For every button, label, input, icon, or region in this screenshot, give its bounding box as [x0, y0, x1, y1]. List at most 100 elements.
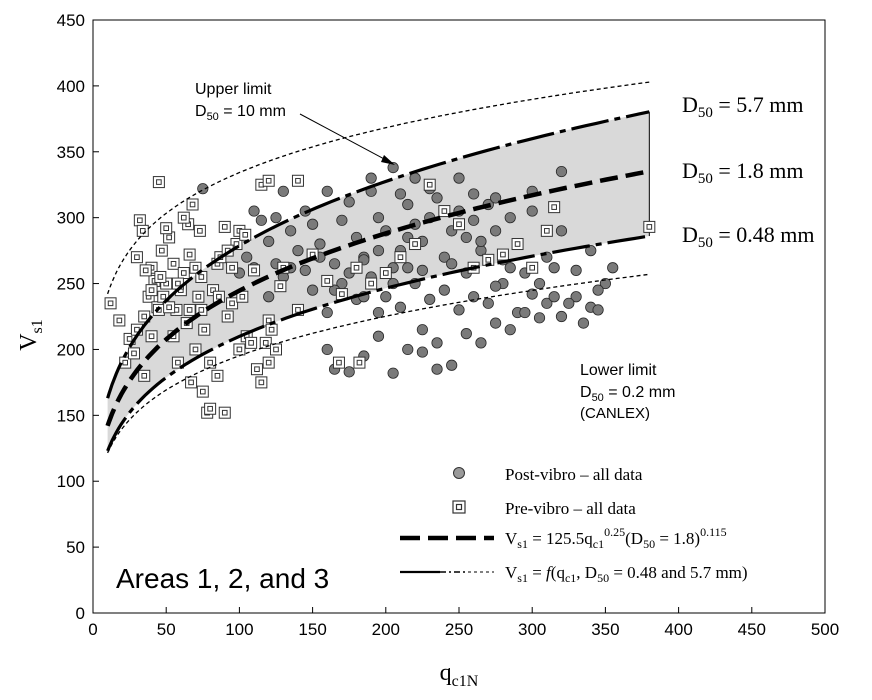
post-vibro-point [519, 306, 531, 319]
pre-vibro-point [138, 369, 151, 382]
post-vibro-point [292, 245, 304, 257]
curve-d50-5.7 [106, 110, 650, 399]
d50-band [107, 111, 650, 451]
post-vibro-point [548, 291, 560, 303]
x-axis-title: qc1N [440, 660, 479, 690]
pre-vibro-point [154, 270, 167, 283]
pre-vibro-point [160, 222, 173, 235]
post-vibro-point [453, 304, 465, 316]
area-label: Areas 1, 2, and 3 [116, 563, 329, 594]
pre-vibro-point [496, 248, 509, 261]
post-vibro-point [592, 304, 604, 316]
pre-vibro-point [332, 356, 345, 369]
post-vibro-point [394, 301, 407, 313]
post-vibro-point [314, 238, 326, 250]
d50-0.48-label: D50 = 0.48 mm [682, 222, 815, 251]
post-vibro-point [489, 317, 502, 329]
post-vibro-point [607, 262, 619, 274]
pre-vibro-point [185, 376, 198, 389]
post-vibro-point [533, 312, 546, 324]
lower-limit-d50-label: D50 = 0.2 mm [580, 384, 675, 404]
post-vibro-point [438, 251, 450, 263]
post-vibro-point [255, 214, 267, 226]
post-vibro-point [460, 328, 472, 340]
y-axis-title: Vs1 [16, 319, 46, 351]
y-tick-label: 0 [76, 604, 85, 623]
pre-vibro-point [394, 251, 407, 264]
pre-vibro-point [204, 402, 217, 415]
pre-vibro-point [177, 267, 190, 280]
pre-vibro-point [163, 301, 176, 314]
pre-vibro-point [453, 218, 465, 231]
pre-vibro-point [145, 284, 158, 297]
post-vibro-point [424, 293, 436, 305]
post-vibro-point [321, 343, 333, 356]
post-vibro-point [468, 214, 480, 226]
post-vibro-point [446, 258, 458, 270]
curve-upper-limit [106, 81, 650, 295]
pre-vibro-point [265, 323, 278, 336]
x-tick-label: 500 [811, 620, 839, 639]
post-vibro-point [394, 188, 407, 200]
pre-vibro-point [186, 198, 199, 211]
y-tick-label: 50 [66, 538, 85, 557]
pre-vibro-point [152, 176, 165, 189]
post-vibro-point [526, 205, 538, 217]
post-vibro-point [570, 291, 582, 303]
post-vibro-point [570, 264, 582, 276]
y-tick-label: 100 [57, 472, 85, 491]
post-vibro-point [504, 324, 516, 336]
post-vibro-point [592, 284, 604, 296]
pre-vibro-point [104, 297, 117, 310]
pre-vibro-point [526, 261, 539, 274]
post-vibro-point [343, 196, 355, 208]
post-vibro-point [402, 343, 414, 356]
pre-vibro-point [423, 178, 436, 191]
pre-vibro-point [221, 310, 234, 323]
pre-vibro-point [262, 356, 275, 369]
post-vibro-point [555, 310, 568, 323]
pre-vibro-point [511, 238, 524, 251]
post-vibro-point [306, 218, 319, 230]
pre-vibro-point [540, 224, 553, 237]
x-tick-label: 300 [518, 620, 546, 639]
pre-vibro-point [274, 280, 287, 293]
y-tick-label: 150 [57, 406, 85, 425]
pre-vibro-point [136, 224, 149, 237]
post-vibro-point [431, 337, 443, 349]
y-tick-label: 400 [57, 77, 85, 96]
post-vibro-point [270, 212, 282, 224]
pre-vibro-point [167, 257, 180, 270]
y-tick-label: 250 [57, 275, 85, 294]
curve-d50-0.48 [106, 234, 650, 452]
post-vibro-point [372, 330, 385, 342]
post-vibro-point [285, 225, 297, 237]
curve-lower-limit [107, 273, 650, 454]
post-vibro-point [460, 231, 472, 244]
pre-vibro-point [195, 303, 208, 316]
post-vibro-point [453, 172, 465, 184]
pre-vibro-point [438, 205, 451, 218]
post-vibro-point [299, 264, 311, 276]
pre-vibro-point [193, 224, 206, 237]
x-tick-label: 150 [298, 620, 326, 639]
post-vibro-point [585, 245, 597, 257]
legend: Post-vibro – all data Pre-vibro – all da… [400, 465, 748, 585]
pre-vibro-point [113, 314, 126, 327]
pre-vibro-point [155, 244, 168, 257]
pre-vibro-point [350, 261, 363, 274]
post-vibro-point [416, 324, 428, 336]
pre-vibro-point [409, 238, 422, 251]
lower-limit-note: (CANLEX) [580, 405, 650, 422]
post-vibro-point [468, 188, 480, 200]
y-tick-label: 300 [57, 209, 85, 228]
post-vibro-point [555, 165, 568, 178]
post-vibro-point [489, 225, 502, 237]
pre-vibro-point [189, 343, 202, 356]
upper-limit-d50-label: D50 = 10 mm [195, 103, 286, 123]
upper-limit-arrowhead [381, 155, 395, 165]
pre-vibro-point [130, 251, 143, 264]
pre-vibro-point [248, 264, 261, 277]
pre-vibro-point [171, 356, 184, 369]
